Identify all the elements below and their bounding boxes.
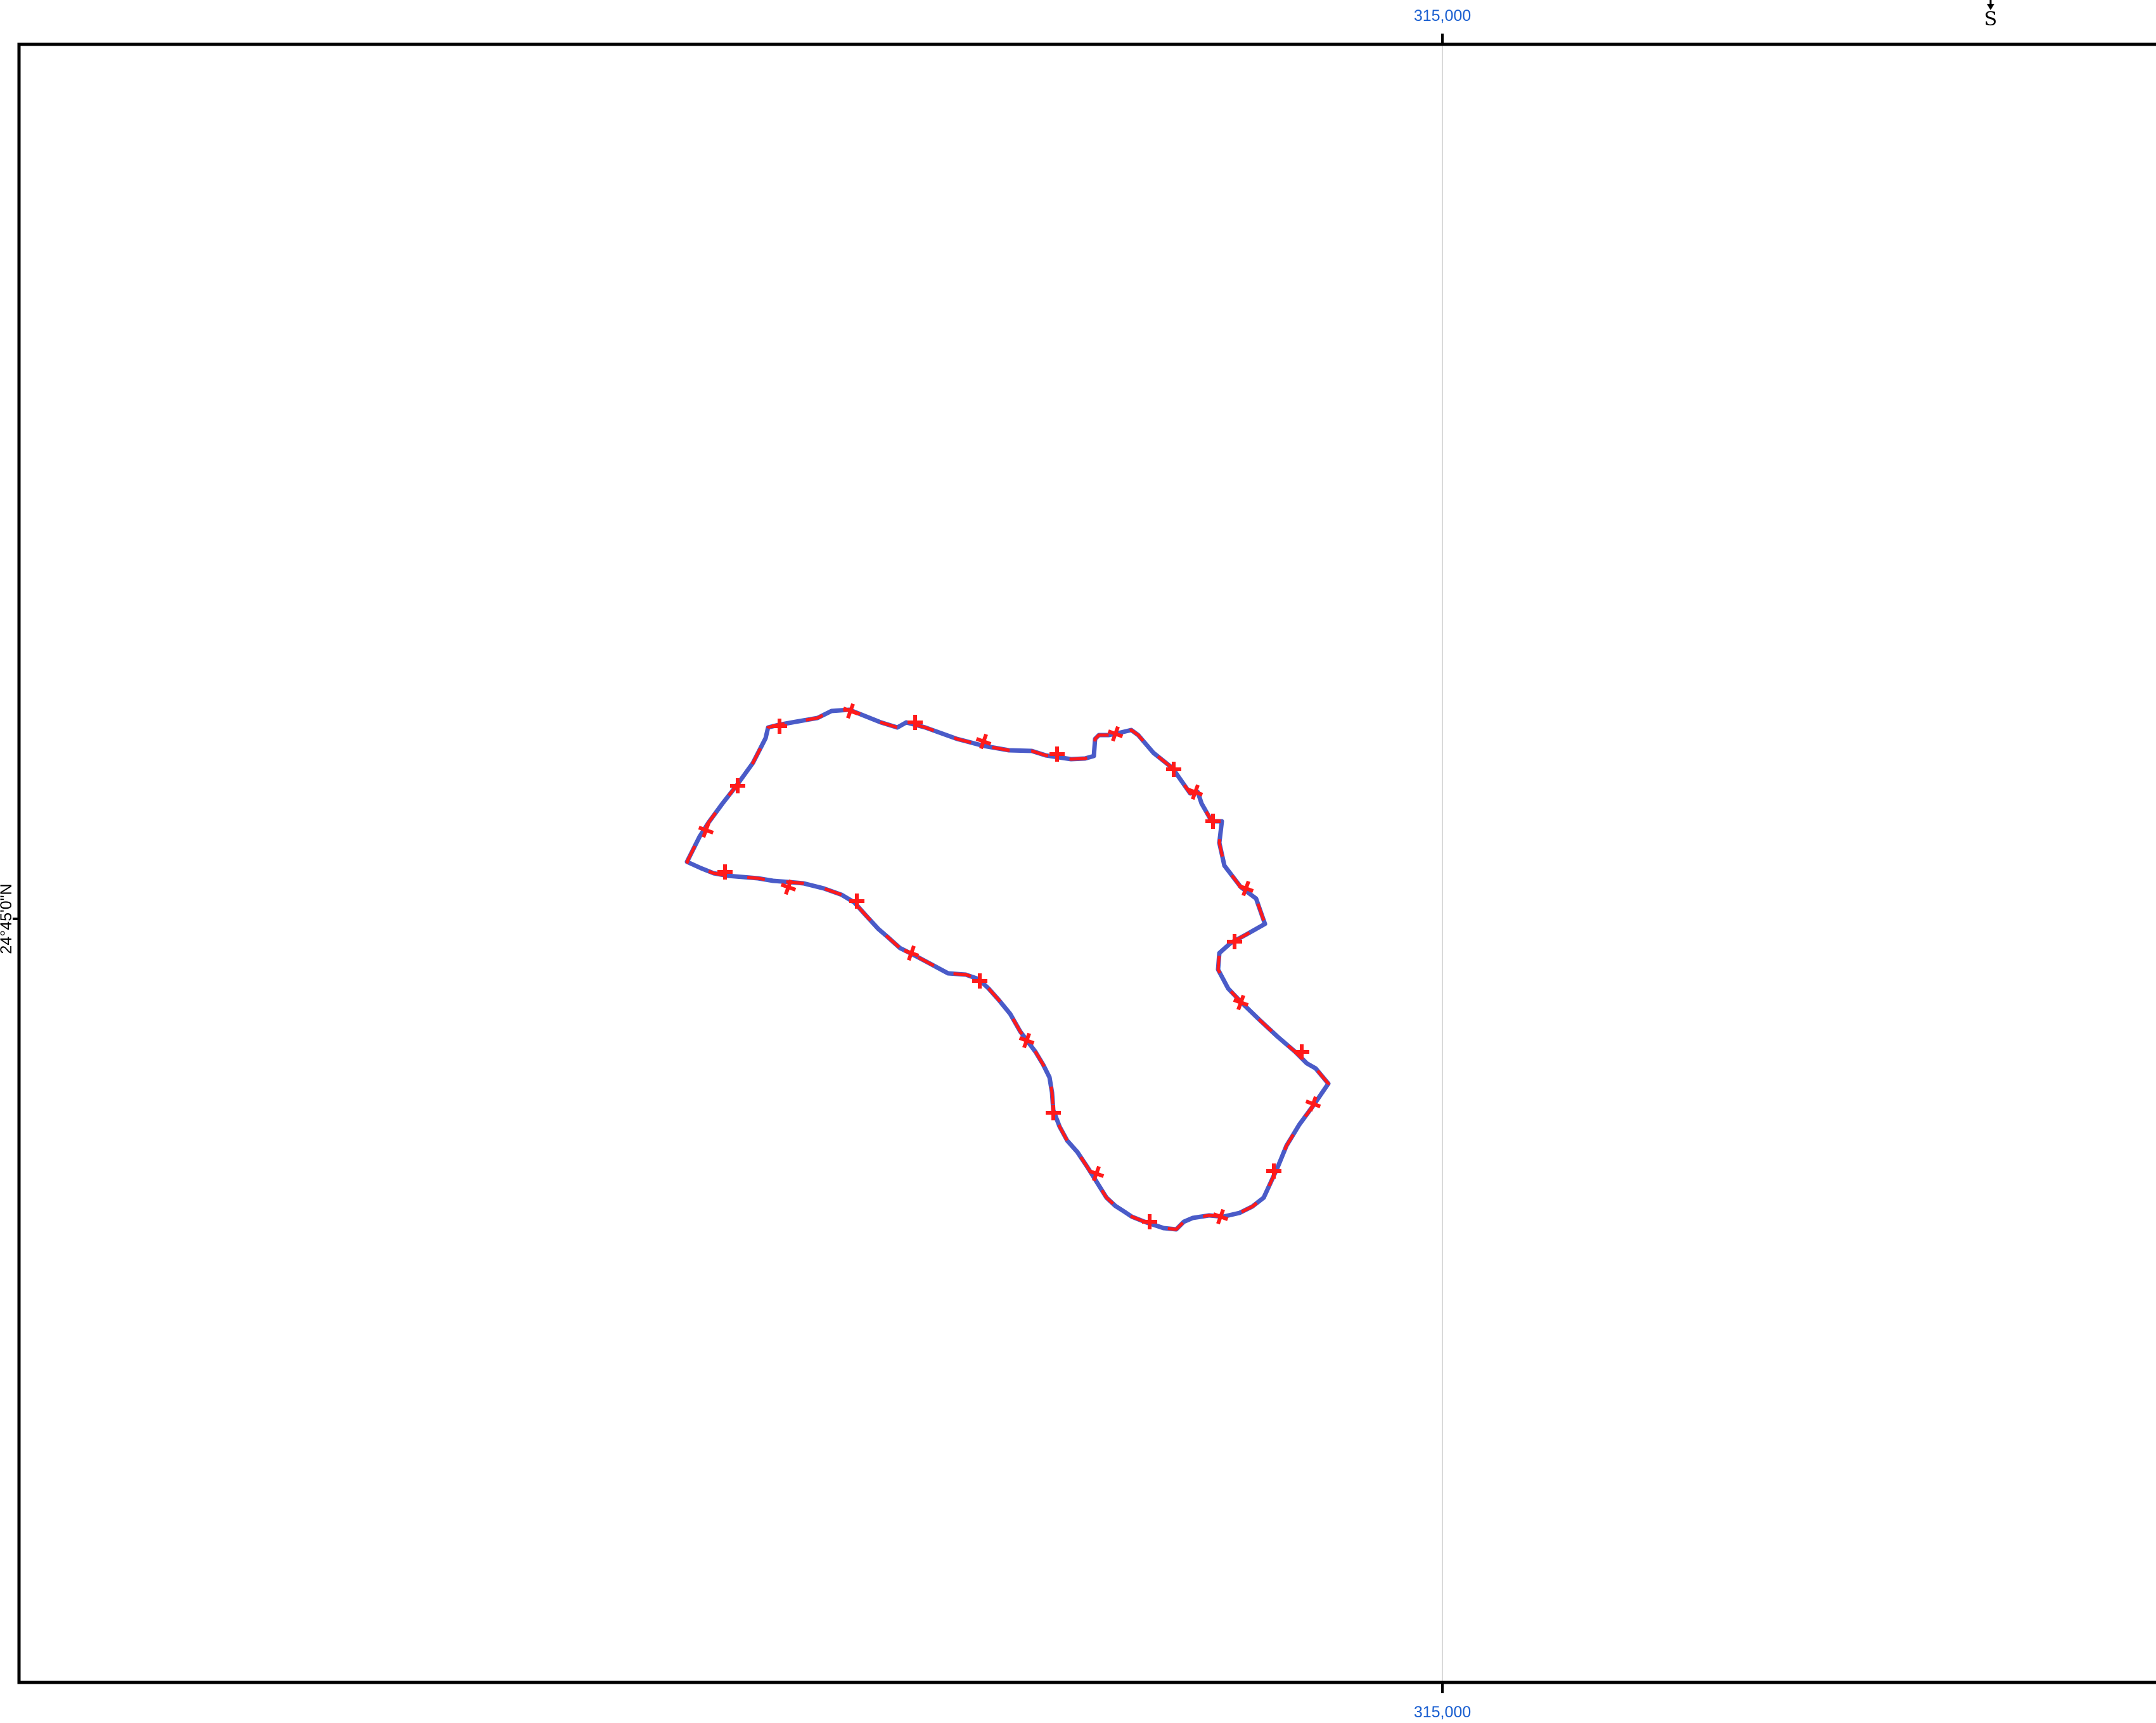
vertex-marker <box>1049 746 1065 762</box>
vertex-marker <box>1294 1044 1309 1060</box>
vertex-marker <box>1018 1032 1035 1049</box>
vertex-marker <box>903 945 920 961</box>
vertex-marker <box>1166 762 1181 777</box>
vertex-marker <box>849 894 864 909</box>
vertex-marker <box>972 973 987 989</box>
latitude-label: 24°45'0"N <box>0 883 15 954</box>
vertex-marker <box>1212 1208 1229 1225</box>
vertex-marker <box>1107 726 1124 742</box>
vertex-marker <box>730 778 745 793</box>
vertex-marker <box>842 703 859 719</box>
vertex-marker <box>1205 814 1221 829</box>
vertex-marker <box>908 715 923 730</box>
vertex-markers <box>698 703 1321 1229</box>
grid-label-top: 315,000 <box>1414 7 1471 25</box>
vertex-marker <box>698 822 714 838</box>
vertex-marker <box>1088 1165 1105 1182</box>
boundary-outline <box>684 707 1331 1232</box>
vertex-marker <box>1142 1214 1157 1229</box>
vertex-marker <box>1046 1105 1061 1120</box>
vertex-marker <box>772 719 787 734</box>
north-arrow-letter: S <box>1984 8 1998 30</box>
boundary-dash <box>685 708 1330 1231</box>
vertex-marker <box>780 879 797 895</box>
vertex-marker <box>1187 784 1203 800</box>
vertex-marker <box>1266 1163 1281 1179</box>
grid-label-bottom: 315,000 <box>1414 1703 1471 1721</box>
boundary-polygon[interactable] <box>684 707 1331 1232</box>
vertex-marker <box>717 864 733 880</box>
vertex-marker <box>1233 994 1249 1011</box>
map-frame <box>17 42 2156 1684</box>
north-arrow-icon: S <box>1984 0 1998 30</box>
vertex-marker <box>975 733 992 750</box>
vertex-marker <box>1305 1096 1321 1112</box>
vertex-marker <box>1238 880 1254 897</box>
vertex-marker <box>1227 934 1242 949</box>
